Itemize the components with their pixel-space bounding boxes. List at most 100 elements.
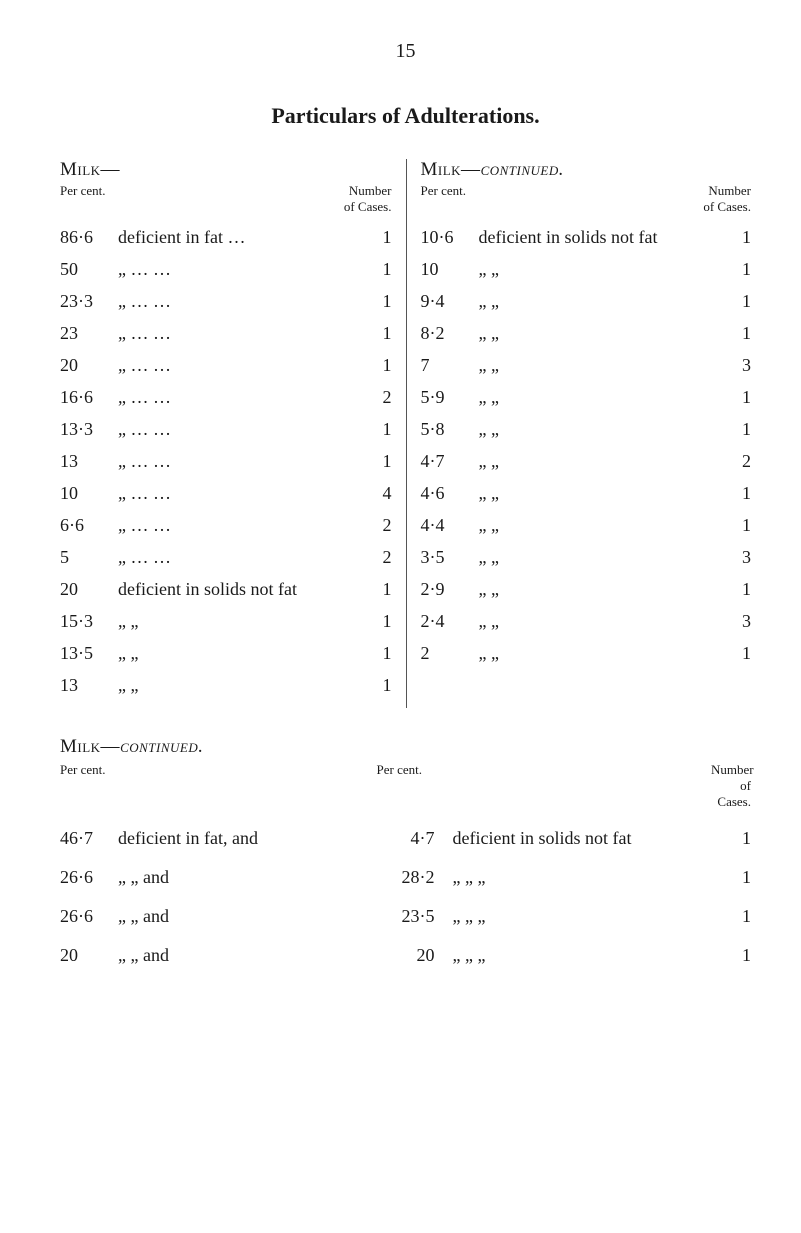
table-row: 26·6„ „ and23·5„ „ „1 — [60, 906, 751, 927]
cases-value: 1 — [352, 420, 392, 438]
main-heading: Particulars of Adulterations. — [60, 103, 751, 129]
percent-value: 4·4 — [421, 516, 479, 534]
row-description: „ „ — [479, 644, 712, 662]
cases-value: 1 — [352, 612, 392, 630]
bottom-section: Milk—continued. Per cent. Per cent. Numb… — [60, 736, 751, 966]
row-description: „ … … — [118, 484, 352, 502]
cases-value: 2 — [352, 388, 392, 406]
table-row: 50„ … …1 — [60, 260, 392, 278]
percent-value: 2·9 — [421, 580, 479, 598]
right-percent-label: Per cent. — [421, 183, 626, 214]
cases-value: 1 — [352, 260, 392, 278]
row-description: „ … … — [118, 356, 352, 374]
cases-value: 1 — [352, 580, 392, 598]
percent-value: 4·6 — [421, 484, 479, 502]
left-percent-label: Per cent. — [60, 183, 266, 214]
right-column-headers: Per cent. Number of Cases. — [421, 183, 752, 214]
milk-prefix-bottom: Milk— — [60, 736, 120, 757]
table-row: 15·3„ „1 — [60, 612, 392, 630]
cases-value: 2 — [352, 516, 392, 534]
percent-value-right: 20 — [377, 945, 435, 966]
table-row: 10„ „1 — [421, 260, 752, 278]
bottom-right-percent-label: Per cent. — [377, 762, 435, 778]
percent-value: 20 — [60, 356, 118, 374]
row-description-left: „ „ and — [118, 867, 377, 888]
row-description: „ „ — [118, 612, 352, 630]
cases-value: 1 — [711, 484, 751, 502]
row-description: „ … … — [118, 516, 352, 534]
row-description: deficient in solids not fat — [479, 228, 712, 246]
table-row: 20„ … …1 — [60, 356, 392, 374]
percent-value: 13 — [60, 676, 118, 694]
percent-value: 50 — [60, 260, 118, 278]
percent-value-left: 26·6 — [60, 906, 118, 927]
table-row: 9·4„ „1 — [421, 292, 752, 310]
percent-value: 8·2 — [421, 324, 479, 342]
bottom-header-row: Per cent. Per cent. Number of Cases. — [60, 762, 751, 810]
cases-value: 1 — [711, 516, 751, 534]
row-description: „ „ — [479, 324, 712, 342]
continued-suffix-bottom: continued. — [120, 736, 203, 757]
cases-value: 2 — [352, 548, 392, 566]
percent-value: 2 — [421, 644, 479, 662]
percent-value: 13·3 — [60, 420, 118, 438]
cases-value: 1 — [711, 828, 751, 849]
left-number-label: Number of Cases. — [266, 183, 392, 214]
row-description: „ „ — [479, 580, 712, 598]
table-row: 2„ „1 — [421, 644, 752, 662]
cases-value: 2 — [711, 452, 751, 470]
row-description: „ … … — [118, 324, 352, 342]
table-row: 4·7„ „2 — [421, 452, 752, 470]
row-description: „ „ — [118, 644, 352, 662]
table-row: 16·6„ … …2 — [60, 388, 392, 406]
percent-value: 5 — [60, 548, 118, 566]
left-column-headers: Per cent. Number of Cases. — [60, 183, 392, 214]
percent-value: 23 — [60, 324, 118, 342]
right-number-label: Number of Cases. — [625, 183, 751, 214]
table-row: 2·9„ „1 — [421, 580, 752, 598]
row-description: „ „ — [479, 516, 712, 534]
row-description: „ „ — [479, 388, 712, 406]
table-row: 5·9„ „1 — [421, 388, 752, 406]
percent-value-left: 46·7 — [60, 828, 118, 849]
row-description: „ … … — [118, 420, 352, 438]
cases-value: 1 — [352, 676, 392, 694]
cases-value: 3 — [711, 612, 751, 630]
cases-value: 1 — [352, 356, 392, 374]
cases-value: 1 — [711, 580, 751, 598]
percent-value: 86·6 — [60, 228, 118, 246]
table-row: 8·2„ „1 — [421, 324, 752, 342]
cases-value: 1 — [711, 388, 751, 406]
percent-value: 20 — [60, 580, 118, 598]
milk-prefix: Milk— — [421, 159, 481, 180]
percent-value: 5·9 — [421, 388, 479, 406]
top-two-column: Milk— Per cent. Number of Cases. 86·6 def… — [60, 159, 751, 708]
bottom-left-percent-label: Per cent. — [60, 762, 118, 778]
percent-value: 13 — [60, 452, 118, 470]
cases-value: 1 — [711, 867, 751, 888]
table-row: 6·6„ … …2 — [60, 516, 392, 534]
cases-value: 1 — [711, 420, 751, 438]
percent-value: 2·4 — [421, 612, 479, 630]
cases-value: 1 — [711, 644, 751, 662]
table-row: 5„ … …2 — [60, 548, 392, 566]
milk-section-label-bottom: Milk—continued. — [60, 736, 751, 758]
bottom-number-label: Number of Cases. — [711, 762, 751, 810]
percent-value: 7 — [421, 356, 479, 374]
row-description: „ „ — [479, 420, 712, 438]
cases-value: 1 — [352, 452, 392, 470]
row-description-right: deficient in solids not fat — [435, 828, 712, 849]
table-row: 13„ „1 — [60, 676, 392, 694]
row-description: deficient in solids not fat — [118, 580, 352, 598]
percent-value: 4·7 — [421, 452, 479, 470]
row-description: „ „ — [479, 452, 712, 470]
milk-section-label-left: Milk— — [60, 159, 392, 181]
cases-value: 1 — [352, 292, 392, 310]
table-row: 46·7deficient in fat, and4·7deficient in… — [60, 828, 751, 849]
table-row: 13·3„ … …1 — [60, 420, 392, 438]
row-description: „ „ — [479, 260, 712, 278]
table-row: 4·4„ „1 — [421, 516, 752, 534]
row-description-left: „ „ and — [118, 906, 377, 927]
table-row: 3·5„ „3 — [421, 548, 752, 566]
row-description-left: deficient in fat, and — [118, 828, 377, 849]
